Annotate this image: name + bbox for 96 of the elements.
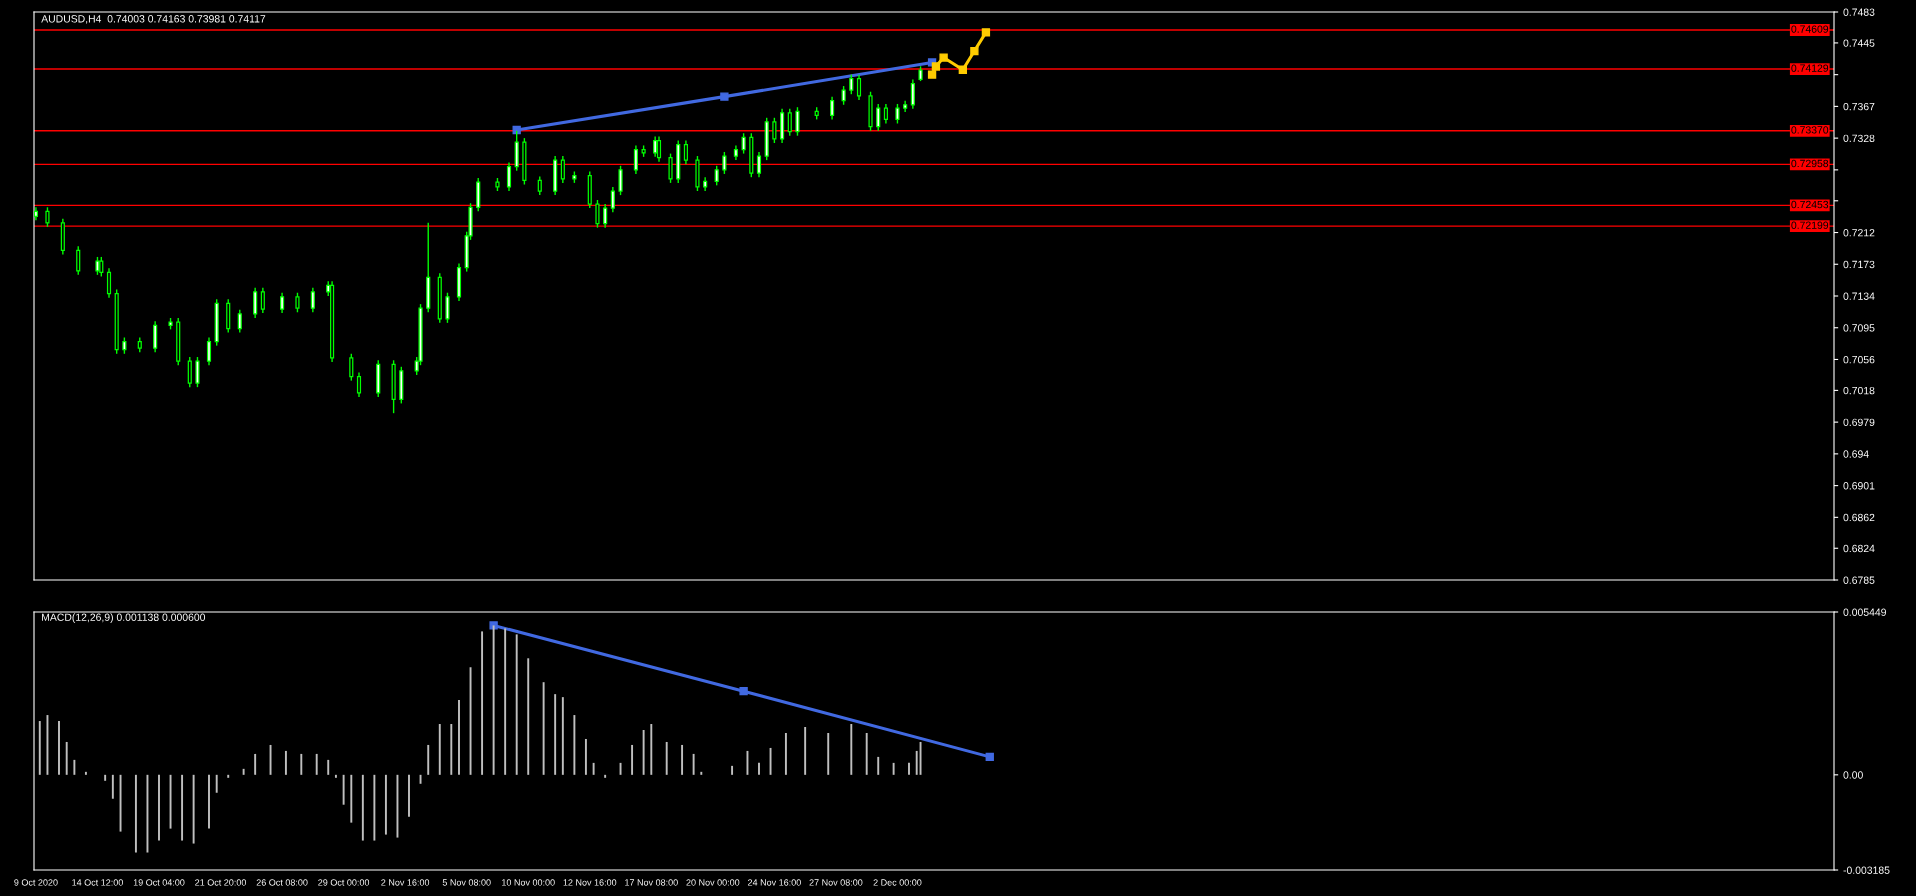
candlestick [280, 292, 285, 314]
y-tick-label: 0.7445 [1843, 39, 1875, 47]
y-tick-label: 0.005449 [1843, 608, 1886, 616]
chart-title: MACD(12,26,9) 0.001138 0.000600 [42, 613, 206, 623]
candlestick [633, 144, 638, 175]
candlestick [714, 165, 719, 187]
y-tick-label: 0.7095 [1843, 324, 1875, 332]
x-tick-label: 20 Nov 00:00 [686, 879, 740, 886]
x-tick-label: 21 Oct 20:00 [195, 879, 247, 886]
candlestick [787, 108, 792, 137]
y-tick-label: 0.6979 [1843, 418, 1875, 427]
candlestick [722, 151, 727, 175]
x-tick-label: 9 Oct 2020 [14, 879, 58, 886]
ref-line-label: 0.72958 [1791, 159, 1829, 168]
y-tick-label: 0.7212 [1843, 229, 1875, 237]
y-tick-label: 0.7173 [1843, 260, 1875, 269]
candlestick [506, 161, 512, 192]
x-tick-label: 10 Nov 00:00 [502, 879, 555, 886]
candlestick [45, 206, 50, 228]
candlestick [537, 175, 542, 196]
x-tick-label: 24 Nov 16:00 [747, 879, 801, 886]
candlestick [603, 203, 608, 229]
y-tick-label: 0.7056 [1843, 355, 1875, 364]
ref-line-label: 0.72453 [1791, 200, 1829, 209]
candlestick [295, 292, 300, 313]
point [931, 62, 941, 71]
x-tick-label: 2 Dec 00:00 [873, 879, 922, 886]
candlestick [876, 103, 881, 132]
candlestick [237, 309, 242, 334]
ref-line-label: 0.74609 [1791, 25, 1829, 33]
candlestick [849, 73, 854, 95]
y-tick-label: 0.7367 [1843, 102, 1875, 111]
candlestick [610, 186, 615, 213]
chart-title: AUDUSD,H4 0.74003 0.74163 0.73981 0.74117 [41, 15, 266, 24]
point [512, 125, 521, 135]
candlestick [656, 135, 662, 163]
x-tick-label: 5 Nov 08:00 [442, 879, 491, 886]
y-tick-label: 0.6824 [1843, 544, 1875, 553]
candlestick [195, 356, 200, 388]
x-tick-label: 26 Oct 08:00 [256, 879, 308, 886]
candlestick [595, 199, 600, 229]
candlestick [683, 139, 688, 165]
candlestick [445, 292, 450, 324]
y-tick-label: 0.00 [1843, 771, 1863, 779]
point [927, 70, 937, 79]
candlestick [741, 132, 746, 155]
candlestick [653, 135, 658, 158]
y-tick-label: 0.7018 [1843, 386, 1875, 395]
candlestick [830, 95, 835, 121]
candlestick [349, 353, 354, 382]
ref-line-label: 0.74129 [1791, 64, 1829, 72]
y-tick-label: 0.6901 [1843, 482, 1875, 490]
candlestick [260, 287, 265, 314]
x-tick-label: 17 Nov 08:00 [625, 879, 678, 886]
y-tick-label: 0.6862 [1843, 513, 1875, 522]
point [970, 46, 979, 56]
x-tick-label: 14 Oct 12:00 [72, 879, 123, 886]
point [981, 28, 991, 37]
y-tick-label: -0.003185 [1843, 866, 1890, 874]
candlestick [99, 256, 104, 278]
point [958, 65, 968, 74]
candlestick [618, 165, 623, 196]
candlestick [356, 371, 362, 398]
x-tick-label: 19 Oct 04:00 [133, 879, 185, 886]
ref-line-label: 0.73370 [1791, 126, 1829, 134]
candlestick [841, 85, 846, 106]
candlestick [106, 267, 112, 299]
candlestick [253, 287, 258, 319]
candlestick [76, 245, 81, 276]
candlestick [310, 287, 315, 313]
candlestick [795, 106, 800, 137]
candlestick [187, 356, 192, 388]
x-tick-label: 2 Nov 16:00 [381, 879, 430, 886]
x-tick-label: 27 Nov 08:00 [809, 879, 863, 886]
x-tick-label: 29 Oct 00:00 [318, 879, 370, 886]
point [985, 752, 994, 762]
candlestick [772, 117, 777, 144]
candlestick [910, 78, 915, 110]
point [739, 686, 748, 696]
x-tick-label: 12 Nov 16:00 [563, 879, 617, 886]
y-tick-label: 0.7483 [1843, 8, 1875, 16]
candlestick [856, 73, 862, 101]
point [939, 53, 948, 62]
y-tick-label: 0.6785 [1843, 576, 1875, 584]
candlestick [668, 152, 673, 184]
y-tick-label: 0.694 [1843, 450, 1869, 458]
candlestick [895, 103, 900, 125]
ref-line-label: 0.72199 [1791, 221, 1829, 229]
candlestick [560, 155, 565, 184]
y-tick-label: 0.7328 [1843, 134, 1875, 143]
candlestick [206, 336, 212, 366]
candlestick [756, 151, 762, 178]
y-tick-label: 0.7134 [1843, 292, 1875, 300]
candlestick [153, 320, 158, 353]
candlestick [883, 103, 888, 125]
point [720, 92, 729, 101]
